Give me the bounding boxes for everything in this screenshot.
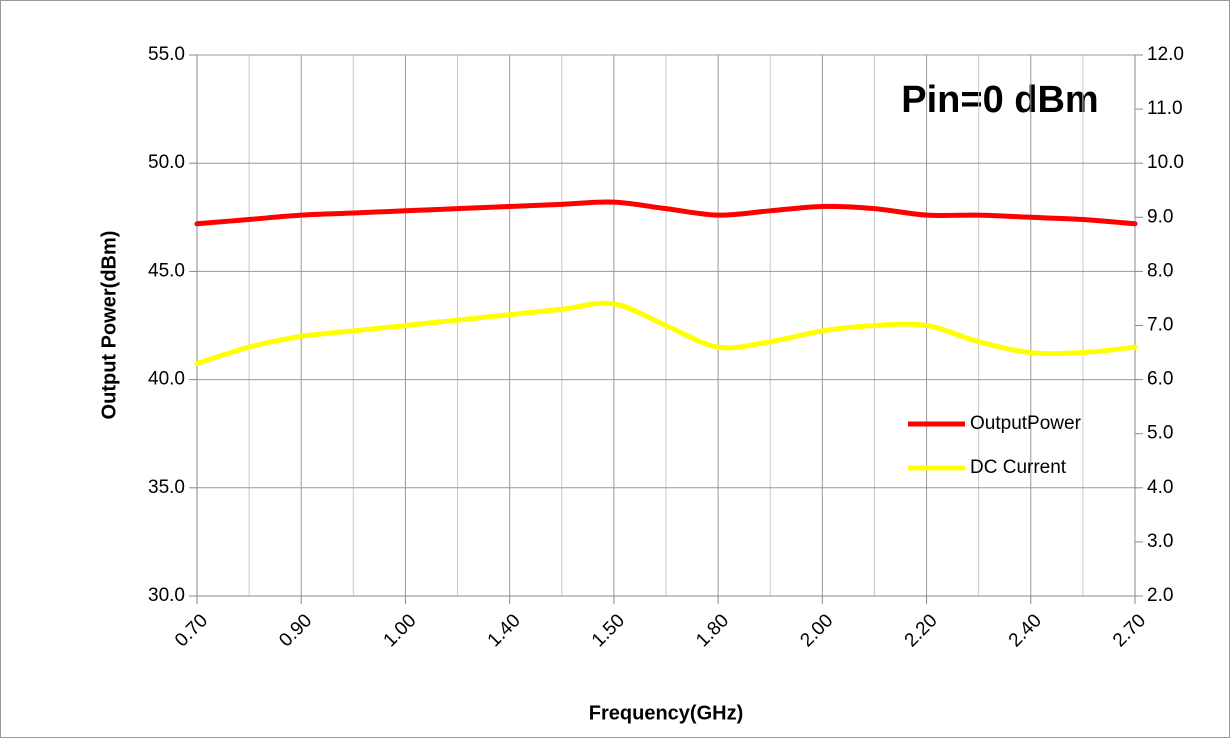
y2-tick-label: 5.0 (1147, 423, 1173, 444)
y-axis-label: Output Power(dBm) (98, 231, 120, 420)
annotation: Pin=0 dBm (901, 79, 1098, 121)
y2-tick-label: 9.0 (1147, 206, 1173, 227)
y2-tick-label: 6.0 (1147, 369, 1173, 390)
legend-label: OutputPower (970, 413, 1082, 434)
y2-tick-label: 2.0 (1147, 585, 1173, 606)
y2-tick-label: 8.0 (1147, 260, 1173, 281)
y-tick-label: 40.0 (148, 369, 185, 390)
line-series (194, 199, 1138, 227)
line-series (194, 300, 1138, 366)
y-tick-label: 45.0 (148, 260, 185, 281)
y2-tick-label: 3.0 (1147, 531, 1173, 552)
y2-tick-label: 12.0 (1147, 44, 1184, 65)
y2-tick-label: 4.0 (1147, 477, 1173, 498)
y-tick-label: 30.0 (148, 585, 185, 606)
y-tick-label: 35.0 (148, 477, 185, 498)
y2-tick-label: 10.0 (1147, 152, 1184, 173)
y-tick-label: 50.0 (148, 152, 185, 173)
x-axis-label: Frequency(GHz) (589, 702, 743, 724)
y-tick-label: 55.0 (148, 44, 185, 65)
y2-tick-label: 11.0 (1147, 98, 1183, 119)
legend-label: DC Current (970, 457, 1067, 478)
y2-tick-label: 7.0 (1147, 315, 1173, 336)
